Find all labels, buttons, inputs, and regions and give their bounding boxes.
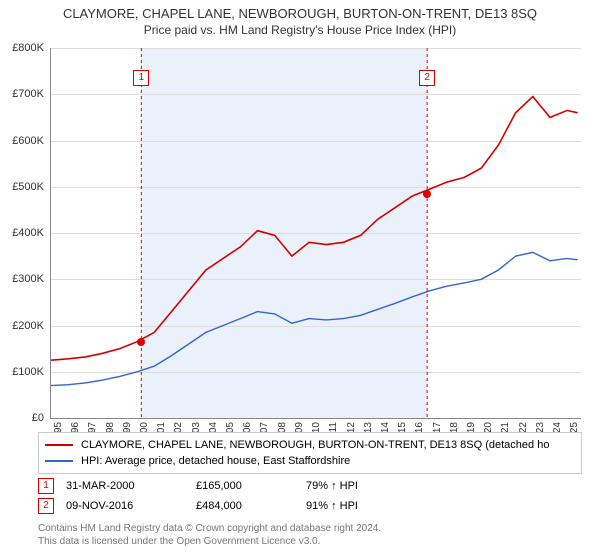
footer-attribution: Contains HM Land Registry data © Crown c…: [38, 522, 381, 548]
sales-table: 1 31-MAR-2000 £165,000 79% ↑ HPI 2 09-NO…: [38, 476, 582, 516]
chart-title: CLAYMORE, CHAPEL LANE, NEWBOROUGH, BURTO…: [0, 0, 600, 21]
sale-date: 09-NOV-2016: [66, 500, 196, 512]
sales-row: 1 31-MAR-2000 £165,000 79% ↑ HPI: [38, 476, 582, 496]
marker-dot: [423, 190, 431, 198]
chart-container: CLAYMORE, CHAPEL LANE, NEWBOROUGH, BURTO…: [0, 0, 600, 560]
chart-subtitle: Price paid vs. HM Land Registry's House …: [0, 21, 600, 37]
legend-swatch: [45, 460, 73, 462]
y-axis-label: £600K: [12, 135, 44, 147]
sale-pct: 79% ↑ HPI: [306, 480, 426, 492]
footer-line: Contains HM Land Registry data © Crown c…: [38, 522, 381, 535]
y-axis-label: £400K: [12, 227, 44, 239]
legend-label: HPI: Average price, detached house, East…: [81, 455, 350, 467]
sale-pct: 91% ↑ HPI: [306, 500, 426, 512]
footer-line: This data is licensed under the Open Gov…: [38, 535, 381, 548]
marker-box: 2: [419, 70, 435, 86]
marker-box: 1: [133, 70, 149, 86]
y-axis-label: £100K: [12, 366, 44, 378]
series-hpi: [51, 252, 578, 385]
chart-area: 12 £0£100K£200K£300K£400K£500K£600K£700K…: [50, 48, 580, 418]
sale-marker: 1: [38, 478, 54, 494]
legend-label: CLAYMORE, CHAPEL LANE, NEWBOROUGH, BURTO…: [81, 439, 549, 451]
legend-row: CLAYMORE, CHAPEL LANE, NEWBOROUGH, BURTO…: [45, 437, 575, 453]
series-property: [51, 97, 578, 361]
plot-region: 12: [50, 48, 581, 419]
legend-row: HPI: Average price, detached house, East…: [45, 453, 575, 469]
line-layer: [51, 48, 581, 418]
legend-swatch: [45, 444, 73, 446]
sales-row: 2 09-NOV-2016 £484,000 91% ↑ HPI: [38, 496, 582, 516]
marker-dot: [137, 338, 145, 346]
sale-price: £484,000: [196, 500, 306, 512]
y-axis-label: £200K: [12, 320, 44, 332]
legend: CLAYMORE, CHAPEL LANE, NEWBOROUGH, BURTO…: [38, 432, 582, 474]
sale-marker: 2: [38, 498, 54, 514]
y-axis-label: £0: [32, 412, 44, 424]
y-axis-label: £800K: [12, 42, 44, 54]
sale-date: 31-MAR-2000: [66, 480, 196, 492]
y-axis-label: £300K: [12, 273, 44, 285]
y-axis-label: £500K: [12, 181, 44, 193]
sale-price: £165,000: [196, 480, 306, 492]
y-axis-label: £700K: [12, 88, 44, 100]
